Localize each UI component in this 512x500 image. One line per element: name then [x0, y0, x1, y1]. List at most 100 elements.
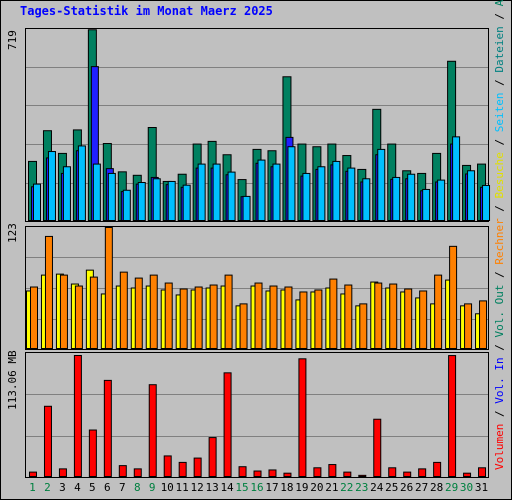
bar-rechner-day-17 [269, 285, 278, 349]
bar-dateien-day-25 [392, 176, 401, 221]
bar-dateien-day-30 [467, 170, 476, 221]
bar-volumen-day-3 [58, 468, 67, 477]
bar-dateien-day-4 [77, 145, 86, 221]
bar-rechner-day-4 [74, 285, 83, 349]
bar-rechner-day-29 [449, 245, 458, 350]
bar-volumen-day-11 [178, 461, 187, 477]
bar-dateien-day-22 [347, 167, 356, 221]
x-tick-label-day-16: 16 [250, 481, 264, 494]
x-tick-label-day-11: 11 [175, 481, 189, 494]
bar-rechner-day-27 [419, 290, 428, 349]
bar-volumen-day-26 [403, 471, 412, 478]
bar-volumen-day-9 [148, 384, 157, 477]
x-tick-label-day-17: 17 [265, 481, 279, 494]
x-tick-label-day-18: 18 [280, 481, 294, 494]
bar-rechner-day-21 [329, 278, 338, 350]
bar-rechner-day-11 [179, 288, 188, 350]
legend-entry: / [493, 403, 506, 424]
legend-entry: Besuche [493, 152, 506, 199]
x-tick-label-day-12: 12 [190, 481, 204, 494]
bar-rechner-day-8 [134, 277, 143, 349]
bar-volumen-day-10 [163, 455, 172, 478]
bar-rechner-day-25 [389, 283, 398, 350]
bar-volumen-day-24 [373, 418, 382, 477]
x-tick-label-day-5: 5 [89, 481, 96, 494]
bar-rechner-day-7 [119, 271, 128, 350]
bar-volumen-day-22 [343, 471, 352, 478]
bar-rechner-day-6 [104, 227, 113, 349]
legend-entry: Anfragen [493, 0, 506, 6]
bar-rechner-day-18 [284, 286, 293, 350]
x-tick-label-day-28: 28 [429, 481, 444, 494]
legend-entry: Seiten [493, 92, 506, 133]
legend-entry: / [493, 72, 506, 93]
x-tick-label-day-26: 26 [400, 481, 414, 494]
bar-dateien-day-12 [197, 163, 206, 222]
bar-rechner-day-19 [299, 291, 308, 350]
bar-dateien-day-13 [212, 163, 221, 222]
bar-dateien-day-26 [407, 173, 416, 222]
x-tick-label-day-13: 13 [205, 481, 219, 494]
bar-volumen-day-4 [73, 355, 82, 477]
legend-entry: Rechner [493, 218, 506, 265]
bar-dateien-day-16 [257, 159, 266, 221]
bar-volumen-day-2 [43, 405, 52, 478]
panel-requests-border [25, 28, 489, 222]
x-tick-label-day-2: 2 [44, 481, 51, 494]
x-tick-label-day-9: 9 [148, 481, 156, 494]
bar-volumen-day-19 [298, 358, 307, 478]
legend-entry: Volumen [493, 423, 506, 470]
bar-rechner-day-24 [374, 282, 383, 349]
x-tick-label-day-1: 1 [29, 481, 36, 494]
bar-dateien-day-10 [167, 180, 176, 221]
bar-rechner-day-28 [434, 274, 443, 349]
bar-rechner-day-13 [209, 284, 218, 349]
panel-visits-border [25, 226, 489, 350]
bar-volumen-day-1 [29, 471, 37, 478]
legend-entry: / [493, 6, 506, 27]
bar-volumen-day-16 [253, 470, 262, 478]
panel-volume-bg [25, 352, 489, 478]
x-tick-label-day-7: 7 [118, 481, 126, 494]
bar-dateien-day-21 [332, 160, 341, 221]
x-tick-label-day-22: 22 [340, 481, 354, 494]
legend-entry: Vol. Out [493, 284, 506, 338]
bar-volumen-day-20 [313, 467, 322, 477]
bar-volumen-day-7 [118, 465, 127, 477]
legend-entry: Dateien [493, 26, 506, 73]
bar-volumen-day-30 [463, 472, 472, 478]
bar-dateien-day-8 [137, 182, 146, 221]
bar-dateien-day-23 [362, 178, 371, 221]
x-tick-label-day-3: 3 [59, 481, 66, 494]
bar-rechner-day-30 [464, 303, 473, 350]
bar-rechner-day-26 [404, 288, 413, 350]
x-tick-label-day-30: 30 [459, 481, 474, 494]
x-tick-label-day-15: 15 [235, 481, 249, 494]
panel-volume-border [25, 352, 489, 478]
bar-volumen-day-5 [88, 429, 97, 477]
bar-volumen-day-6 [103, 379, 112, 477]
x-tick-label-day-31: 31 [474, 481, 489, 494]
bar-rechner-day-1 [30, 286, 38, 350]
bar-dateien-day-17 [272, 163, 281, 222]
bar-rechner-day-22 [344, 284, 353, 349]
bar-dateien-day-2 [47, 151, 56, 221]
bar-rechner-day-15 [239, 303, 248, 350]
bar-volumen-day-25 [388, 467, 397, 477]
legend-entry: / [493, 264, 506, 285]
x-tick-label-day-19: 19 [295, 481, 309, 494]
bar-volumen-day-21 [328, 464, 337, 477]
bar-dateien-day-27 [422, 188, 431, 221]
bar-volumen-day-17 [268, 469, 277, 478]
legend-entry: / [493, 337, 506, 358]
bar-volumen-day-28 [433, 461, 442, 477]
bar-volumen-day-18 [283, 472, 292, 478]
bar-volumen-day-8 [133, 468, 142, 477]
x-tick-label-day-10: 10 [160, 481, 174, 494]
x-tick-label-day-25: 25 [385, 481, 399, 494]
bar-dateien-day-5 [92, 163, 101, 222]
bar-dateien-day-11 [182, 184, 191, 221]
legend-entry: / [493, 198, 506, 219]
